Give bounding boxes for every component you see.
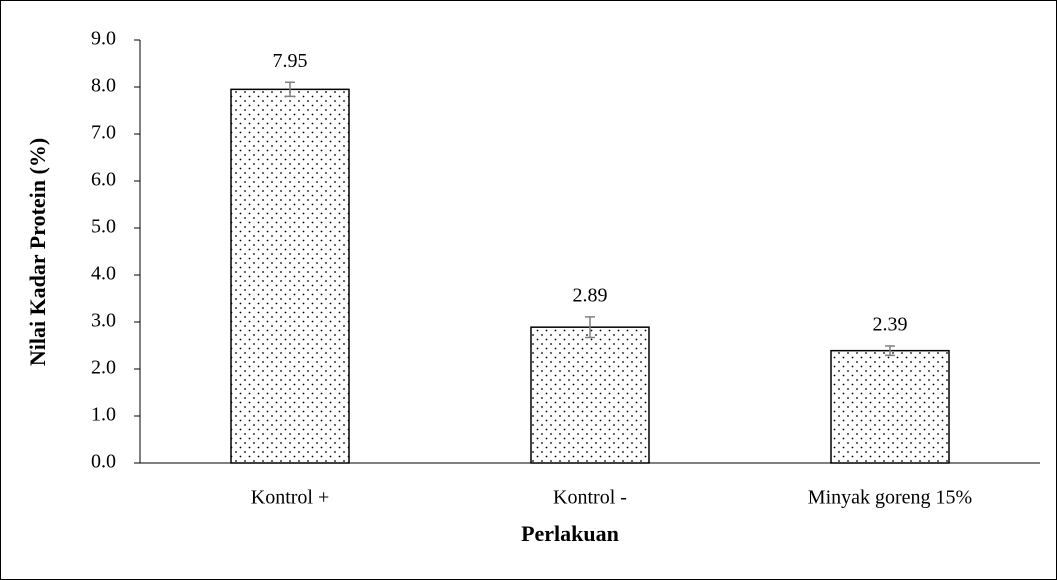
y-tick-label: 8.0 bbox=[91, 75, 116, 97]
y-tick-label: 7.0 bbox=[91, 122, 116, 144]
x-tick-label: Kontrol + bbox=[251, 487, 330, 509]
y-tick-label: 9.0 bbox=[91, 28, 116, 50]
x-axis-title: Perlakuan bbox=[521, 521, 619, 546]
y-tick-label: 4.0 bbox=[91, 263, 116, 285]
error-bar bbox=[285, 81, 295, 98]
y-tick-label: 0.0 bbox=[91, 451, 116, 473]
y-tick-label: 2.0 bbox=[91, 357, 116, 379]
y-tick-label: 6.0 bbox=[91, 169, 116, 191]
bar bbox=[830, 349, 950, 464]
y-tick-label: 3.0 bbox=[91, 310, 116, 332]
y-axis-title: Nilai Kadar Protein (%) bbox=[25, 138, 50, 366]
y-tick-label: 5.0 bbox=[91, 216, 116, 238]
bar bbox=[230, 88, 350, 464]
value-label: 7.95 bbox=[273, 50, 308, 72]
y-tick-label: 1.0 bbox=[91, 404, 116, 426]
bar bbox=[530, 326, 650, 464]
x-tick-label: Minyak goreng 15% bbox=[808, 487, 972, 509]
value-label: 2.39 bbox=[873, 314, 908, 336]
error-bar bbox=[585, 316, 595, 339]
x-tick-label: Kontrol - bbox=[553, 487, 627, 509]
error-bar bbox=[885, 345, 895, 357]
value-label: 2.89 bbox=[573, 284, 608, 306]
